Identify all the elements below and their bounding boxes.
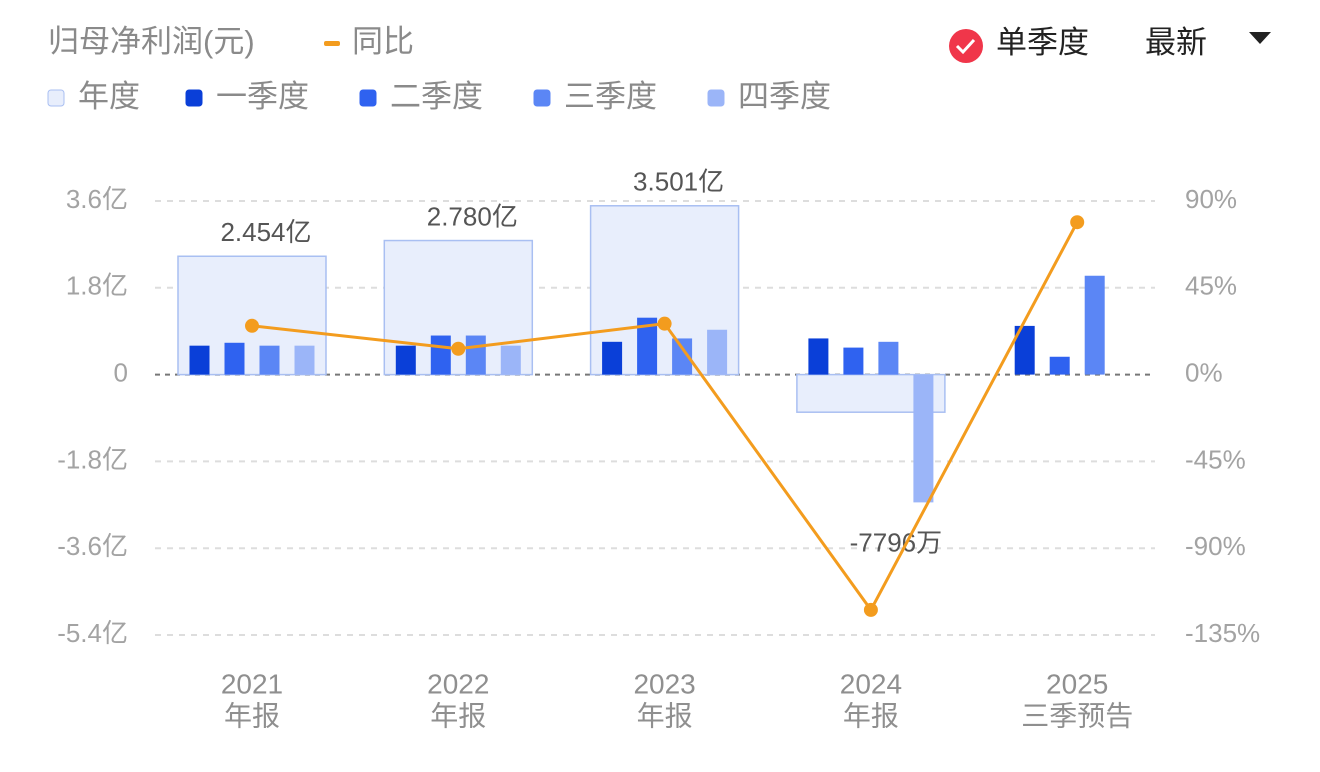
legend-line-icon [324,41,340,46]
x-tick-label: 年报 [224,700,280,731]
toggle-label: 单季度 [996,25,1089,60]
quarter-bar [430,335,451,375]
quarter-bar [500,345,521,375]
selector-label: 最新 [1145,25,1207,60]
quarter-bar [707,329,728,375]
yoy-point [1070,215,1085,230]
selector[interactable]: 最新 [1145,25,1271,60]
check-mark [955,38,976,55]
quarter-bar [294,345,315,375]
toggle[interactable]: 单季度 [949,25,1089,63]
dropdown-arrow [1249,32,1271,44]
legend-label: 一季度 [216,79,309,114]
quarter-bar [808,338,829,375]
chart-title: 归母净利润(元) [48,24,255,59]
y-tick-label: 3.6亿 [66,184,128,214]
quarter-bar [1049,356,1070,375]
legend-label: 年度 [78,79,140,114]
value-label: 3.501亿 [633,167,724,197]
quarter-bar [637,317,658,375]
check-icon [949,29,983,63]
quarter-bar [1084,275,1105,375]
legend-swatch [47,89,65,107]
x-tick-label: 2022 [427,668,489,699]
y2-tick-label: 0% [1185,357,1223,387]
y2-tick-label: -135% [1185,618,1260,648]
y2-tick-label: -90% [1185,531,1246,561]
y-tick-label: 1.8亿 [66,271,128,301]
x-tick-label: 年报 [637,700,693,731]
y2-tick-label: 90% [1185,184,1237,214]
y-tick-label: 0 [114,357,128,387]
legend-swatch [533,89,551,107]
yoy-point [451,341,466,356]
legend-swatch [359,89,377,107]
yoy-point [863,602,878,617]
x-tick-label: 2025 [1046,668,1108,699]
legend-label: 同比 [352,24,414,59]
quarter-bar [189,345,210,375]
legend-label: 四季度 [738,79,831,114]
legend-swatch [185,89,203,107]
value-label: -7796万 [850,527,943,557]
x-tick-label: 年报 [843,700,899,731]
quarter-bar [259,345,280,375]
quarter-bar [913,374,934,503]
y-tick-label: -5.4亿 [57,618,128,648]
quarter-bar [395,345,416,375]
value-label: 2.454亿 [220,217,311,247]
x-tick-label: 三季预告 [1021,700,1133,731]
y-tick-label: -1.8亿 [57,444,128,474]
x-tick-label: 2021 [221,668,283,699]
quarter-bar [602,341,623,375]
x-tick-label: 2023 [633,668,695,699]
yoy-point [245,318,259,333]
quarter-bar [224,342,245,375]
y2-tick-label: 45% [1185,271,1237,301]
legend: 年度 一季度 二季度 三季度 四季度 [47,79,831,114]
x-tick-label: 年报 [430,700,486,731]
legend-label: 三季度 [564,79,657,114]
value-label: 2.780亿 [427,201,518,231]
yoy-point [657,316,672,331]
y2-tick-label: -45% [1185,444,1246,474]
quarter-bar [878,341,899,375]
quarter-bar [1014,325,1035,375]
legend-swatch [707,89,725,107]
y-tick-label: -3.6亿 [57,531,128,561]
quarter-bar [843,347,864,375]
quarter-bar [672,338,693,375]
quarter-bar [465,335,486,375]
legend-label: 二季度 [390,79,483,114]
x-tick-label: 2024 [840,668,902,699]
